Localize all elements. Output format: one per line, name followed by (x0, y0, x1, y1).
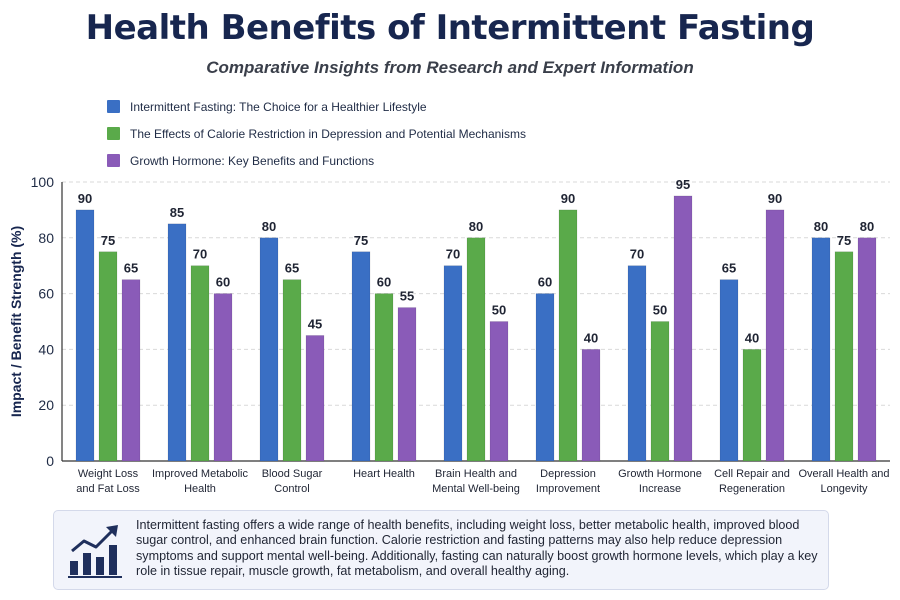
x-tick-label: Control (274, 483, 309, 495)
bar-chart: 0 20 40 60 80 100 Impact / Benefit Strength (%… (8, 174, 890, 495)
bar-value-label: 75 (101, 233, 115, 248)
bar-series3 (121, 279, 141, 462)
bar-value-label: 80 (860, 219, 874, 234)
bar-series3 (581, 349, 601, 462)
y-tick-label: 0 (46, 453, 54, 469)
legend-label-1: Intermittent Fasting: The Choice for a H… (130, 99, 427, 114)
x-tick-label: Weight Loss (78, 468, 139, 480)
bar-value-label: 90 (561, 191, 575, 206)
bar-value-label: 80 (262, 219, 276, 234)
bar-series2 (742, 349, 762, 462)
legend-swatch-2 (107, 127, 120, 140)
bar-series3 (673, 195, 693, 462)
bar-value-label: 80 (814, 219, 828, 234)
x-tick-label: and Fat Loss (76, 483, 140, 495)
bar-series2 (834, 251, 854, 462)
bar-value-label: 85 (170, 205, 184, 220)
bar-series2 (190, 265, 210, 462)
bar-series2 (374, 293, 394, 462)
bar-value-label: 50 (653, 303, 667, 318)
bar-value-label: 50 (492, 303, 506, 318)
x-tick-label: Growth Hormone (618, 468, 702, 480)
bar-series2 (650, 321, 670, 462)
x-tick-label: Brain Health and (435, 468, 517, 480)
x-tick-label: Blood Sugar (262, 468, 323, 480)
x-tick-label: Depression (540, 468, 596, 480)
bar-series1 (535, 293, 555, 462)
bar-value-label: 70 (193, 247, 207, 262)
bar-series3 (765, 209, 785, 462)
bar-value-label: 60 (216, 275, 230, 290)
x-tick-label: Heart Health (353, 468, 415, 480)
bar-value-label: 60 (538, 275, 552, 290)
bar-series3 (305, 335, 325, 462)
bar-series1 (811, 237, 831, 462)
legend-item-2: The Effects of Calorie Restriction in De… (107, 120, 526, 147)
bar-value-label: 40 (584, 330, 598, 345)
bar-series1 (443, 265, 463, 462)
legend-item-1: Intermittent Fasting: The Choice for a H… (107, 93, 526, 120)
bar-value-label: 55 (400, 289, 414, 304)
y-tick-label: 20 (38, 397, 54, 413)
legend-label-3: Growth Hormone: Key Benefits and Functio… (130, 153, 375, 168)
bar-series1 (259, 237, 279, 462)
bar-series2 (98, 251, 118, 462)
summary-box: Intermittent fasting offers a wide range… (53, 510, 829, 590)
legend: Intermittent Fasting: The Choice for a H… (107, 93, 526, 174)
bar-value-label: 95 (676, 177, 690, 192)
legend-swatch-1 (107, 100, 120, 113)
bar-value-label: 65 (285, 261, 299, 276)
bar-series1 (719, 279, 739, 462)
bar-value-label: 65 (124, 261, 138, 276)
bar-series1 (351, 251, 371, 462)
bar-value-label: 90 (768, 191, 782, 206)
bar-series1 (75, 209, 95, 462)
y-tick-label: 60 (38, 286, 54, 302)
legend-swatch-3 (107, 154, 120, 167)
bar-value-label: 75 (837, 233, 851, 248)
bar-value-label: 80 (469, 219, 483, 234)
bar-series2 (466, 237, 486, 462)
y-tick-label: 80 (38, 230, 54, 246)
x-tick-label: Mental Well-being (432, 483, 520, 495)
y-tick-label: 40 (38, 341, 54, 357)
chart-title: Health Benefits of Intermittent Fasting (85, 8, 815, 48)
x-tick-label: Improved Metabolic (152, 468, 248, 480)
x-tick-label: Overall Health and (798, 468, 889, 480)
bar-value-label: 75 (354, 233, 368, 248)
summary-text: Intermittent fasting offers a wide range… (136, 518, 818, 579)
bar-value-label: 90 (78, 191, 92, 206)
x-tick-label: Improvement (536, 483, 600, 495)
x-tick-label: Increase (639, 483, 681, 495)
bar-value-label: 45 (308, 316, 322, 331)
bar-series2 (282, 279, 302, 462)
bar-chart-growth-icon (68, 525, 122, 578)
legend-label-2: The Effects of Calorie Restriction in De… (130, 126, 526, 141)
x-tick-label: Longevity (820, 483, 868, 495)
chart-subtitle: Comparative Insights from Research and E… (206, 58, 694, 77)
bar-series2 (558, 209, 578, 462)
bar-series1 (167, 223, 187, 462)
bar-series3 (213, 293, 233, 462)
x-tick-label: Regeneration (719, 483, 785, 495)
bar-value-label: 70 (630, 247, 644, 262)
bar-value-label: 40 (745, 330, 759, 345)
legend-item-3: Growth Hormone: Key Benefits and Functio… (107, 147, 526, 174)
x-tick-label: Cell Repair and (714, 468, 790, 480)
x-tick-label: Health (184, 483, 216, 495)
bar-series3 (857, 237, 877, 462)
bar-series1 (627, 265, 647, 462)
bar-series3 (489, 321, 509, 462)
bar-value-label: 60 (377, 275, 391, 290)
y-tick-label: 100 (31, 174, 55, 190)
bar-series3 (397, 307, 417, 462)
y-axis-label: Impact / Benefit Strength (%) (8, 226, 24, 417)
bar-value-label: 70 (446, 247, 460, 262)
bar-value-label: 65 (722, 261, 736, 276)
